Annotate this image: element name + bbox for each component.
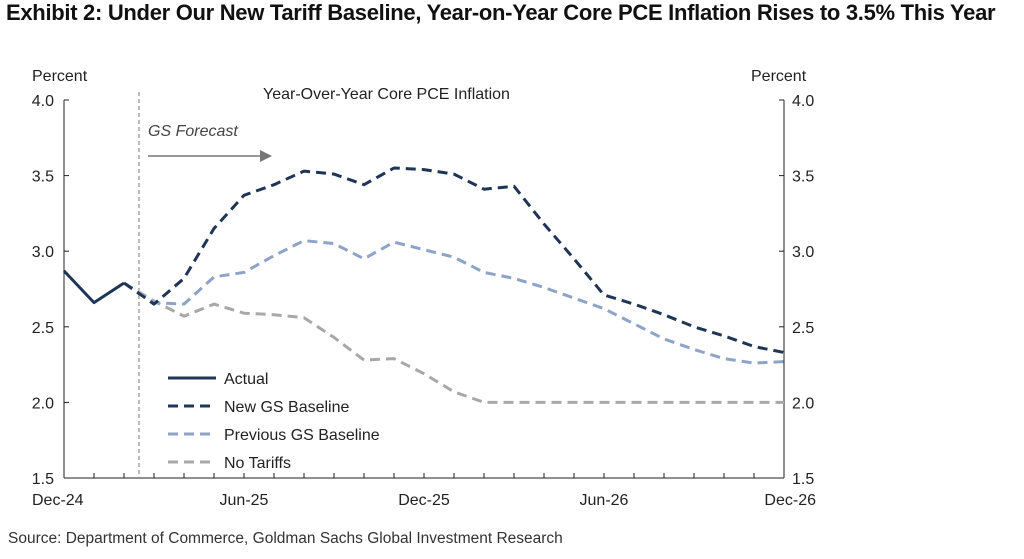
source-note: Source: Department of Commerce, Goldman … [8,530,563,547]
forecast-arrow-head [260,150,272,162]
x-tick-label: Jun-25 [220,492,269,509]
forecast-label: GS Forecast [148,123,238,140]
chart-title: Year-Over-Year Core PCE Inflation [263,86,510,103]
y-tick-label-left: 2.0 [32,395,54,412]
y-tick-label-right: 2.5 [792,320,814,337]
series-line-new-gs-baseline [123,166,785,354]
y-tick-label-right: 3.5 [792,169,814,186]
y-tick-label-left: 2.5 [32,320,54,337]
series-line-no-tariffs [123,281,784,404]
y-tick-label-right: 3.0 [792,244,814,261]
legend: Actual New GS Baseline Previous GS Baselin… [168,371,380,472]
legend-label-new-gs-baseline: New GS Baseline [224,399,349,416]
y-axis-left-title: Percent [32,68,88,85]
legend-label-previous-gs-baseline: Previous GS Baseline [224,427,380,444]
x-tick-label: Dec-26 [764,492,816,509]
y-tick-label-left: 3.5 [32,169,54,186]
series-line-previous-gs-baseline [123,239,785,365]
y-tick-label-left: 4.0 [32,93,54,110]
tick-labels: 4.0 4.0 3.5 3.5 3.0 3.0 2.5 2.5 2.0 2.0 1.5 1.5 Dec-… [32,93,816,509]
y-tick-label-right: 4.0 [792,93,814,110]
y-tick-label-left: 1.5 [32,471,54,488]
forecast-marker: GS Forecast [138,92,272,478]
y-axis-right-title: Percent [751,68,807,85]
series-layer [62,166,785,404]
x-tick-label: Dec-24 [32,492,84,509]
x-tick-label: Dec-25 [398,492,450,509]
legend-label-actual: Actual [224,371,268,388]
series-line-actual [62,269,125,305]
exhibit-title: Exhibit 2: Under Our New Tariff Baseline… [6,0,996,25]
x-tick-label: Jun-26 [580,492,629,509]
y-tick-label-right: 2.0 [792,395,814,412]
axes [63,99,785,479]
y-tick-label-left: 3.0 [32,244,54,261]
legend-label-no-tariffs: No Tariffs [224,455,291,472]
y-tick-label-right: 1.5 [792,471,814,488]
